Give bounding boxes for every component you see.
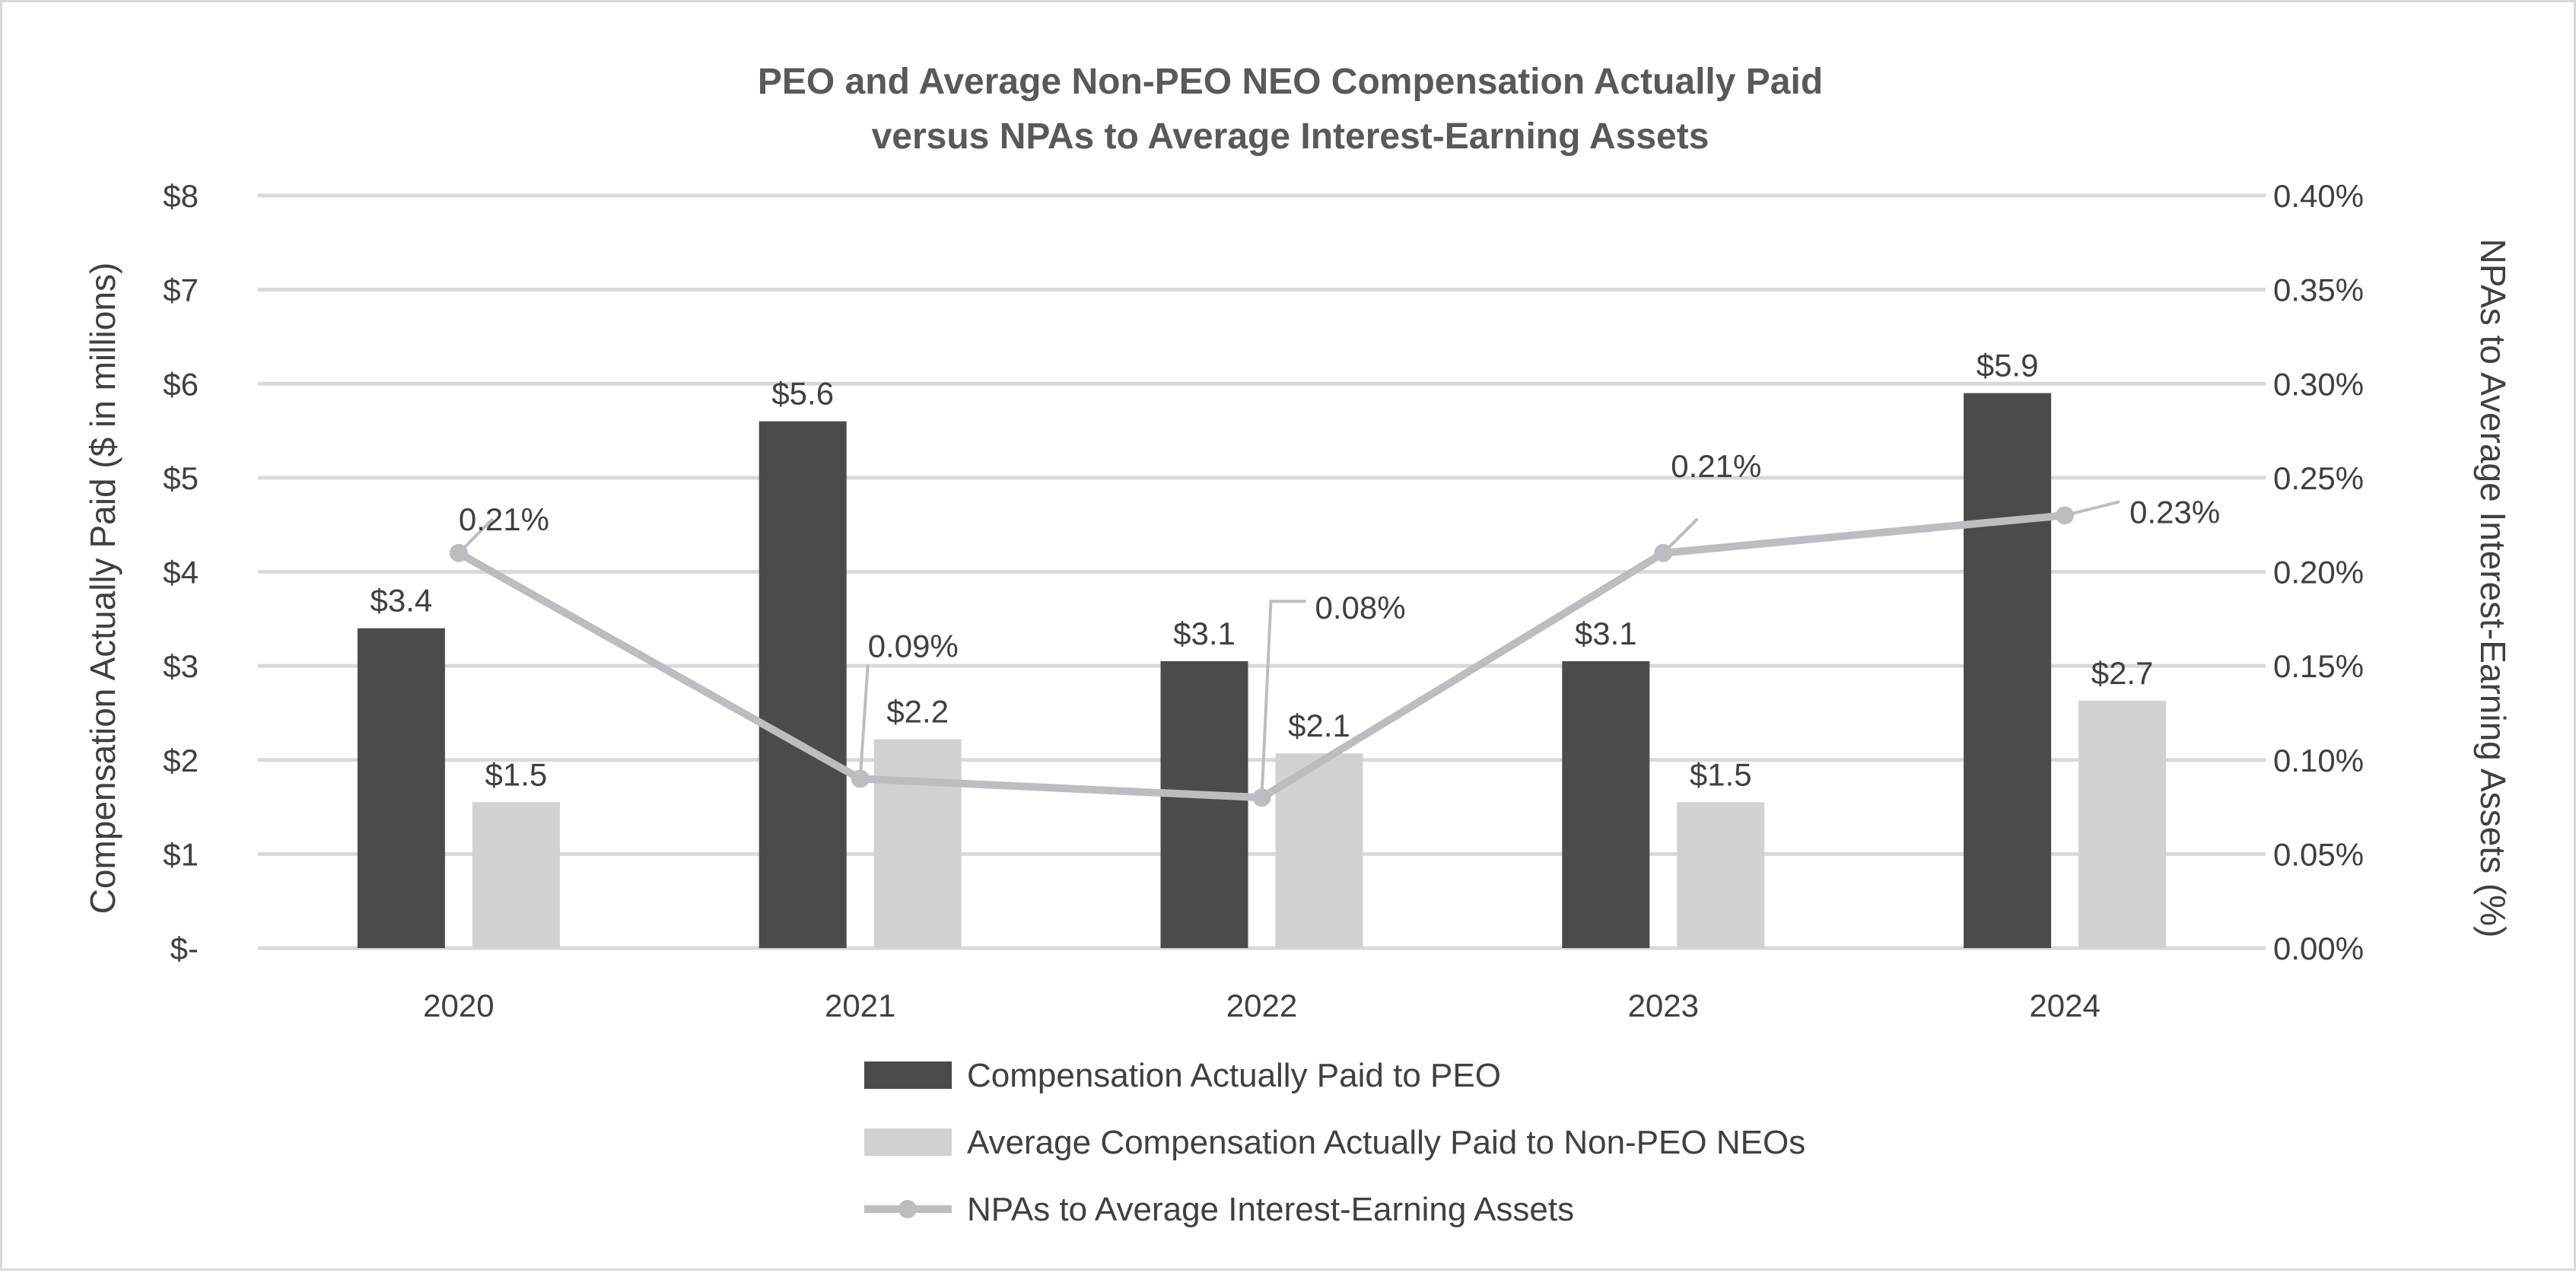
y2-axis-title: NPAs to Average Interest-Earning Assets … <box>2473 239 2513 938</box>
npa-leader-line <box>1260 600 1306 798</box>
npa-point-label: 0.21% <box>459 501 549 537</box>
y-tick-label: $5 <box>163 460 199 496</box>
legend-swatch-non-peo <box>864 1128 952 1156</box>
y-tick-label: $6 <box>163 366 199 402</box>
x-tick-label: 2022 <box>1226 988 1297 1023</box>
bar-non-peo <box>1275 753 1363 948</box>
y2-tick-label: 0.05% <box>2273 836 2364 872</box>
bar-peo <box>1562 660 1650 948</box>
y-tick-label: $4 <box>163 555 199 590</box>
bars <box>357 393 2167 948</box>
y-tick-label: $- <box>170 931 199 966</box>
bar-peo-label: $3.4 <box>370 583 433 619</box>
npa-point-label: 0.09% <box>868 628 959 664</box>
bar-peo-label: $3.1 <box>1173 616 1236 651</box>
bar-peo <box>758 421 847 948</box>
bar-peo-label: $5.6 <box>771 376 834 412</box>
y-tick-label: $1 <box>163 836 199 872</box>
npa-leader-line <box>2064 500 2120 517</box>
bar-peo <box>1160 660 1248 948</box>
y2-tick-label: 0.40% <box>2273 178 2364 214</box>
axis-ticks: $- $1 $2 $3 $4 $5 $6 $7 $8 0.00% 0.05% 0.10% 0.15% 0.… <box>163 178 2364 1023</box>
gridlines <box>258 193 2266 950</box>
bar-peo <box>1964 393 2052 948</box>
x-tick-label: 2023 <box>1628 988 1699 1023</box>
y2-tick-label: 0.25% <box>2273 460 2364 496</box>
legend-label-peo: Compensation Actually Paid to PEO <box>967 1057 1501 1094</box>
bar-non-peo <box>472 802 560 948</box>
bar-non-peo <box>2078 700 2167 948</box>
legend-swatch-npa-marker <box>898 1200 917 1218</box>
y2-tick-label: 0.15% <box>2273 648 2364 684</box>
bar-peo-label: $5.9 <box>1977 348 2039 383</box>
y2-tick-label: 0.30% <box>2273 366 2364 402</box>
y-tick-label: $8 <box>163 178 199 214</box>
legend-label-non-peo: Average Compensation Actually Paid to No… <box>967 1124 1805 1161</box>
x-tick-label: 2021 <box>825 988 895 1023</box>
npa-series-line <box>456 511 2066 802</box>
data-labels: $3.4 $1.5 $5.6 $2.2 $3.1 $2.1 $3.1 $1.5 $5.9 $2.7… <box>370 348 2221 793</box>
bar-non-peo <box>873 739 962 948</box>
legend-swatch-peo <box>864 1061 952 1089</box>
legend-label-npa: NPAs to Average Interest-Earning Assets <box>967 1191 1574 1228</box>
npa-leader-line <box>457 517 495 555</box>
npa-leader-line <box>1662 517 1699 555</box>
bar-non-peo-label: $1.5 <box>1690 756 1752 792</box>
npa-point-label: 0.08% <box>1315 590 1406 625</box>
y2-tick-label: 0.35% <box>2273 272 2364 308</box>
y-tick-label: $7 <box>163 272 199 308</box>
npa-leader-line <box>858 664 870 779</box>
y-axis-title: Compensation Actually Paid ($ in million… <box>83 263 122 915</box>
x-tick-label: 2020 <box>423 988 494 1023</box>
chart-title: PEO and Average Non-PEO NEO Compensation… <box>758 62 1823 102</box>
npa-line <box>449 500 2120 807</box>
x-tick-label: 2024 <box>2029 988 2100 1023</box>
y2-tick-label: 0.10% <box>2273 743 2364 778</box>
y2-tick-label: 0.00% <box>2273 931 2364 966</box>
bar-non-peo-label: $2.1 <box>1288 708 1350 743</box>
y-tick-label: $3 <box>163 648 199 684</box>
bar-non-peo-label: $2.7 <box>2091 655 2154 691</box>
npa-point-label: 0.23% <box>2129 494 2220 530</box>
bar-non-peo-label: $2.2 <box>886 694 949 730</box>
y-tick-label: $2 <box>163 743 199 778</box>
y2-tick-label: 0.20% <box>2273 555 2364 590</box>
bar-non-peo <box>1677 802 1765 948</box>
chart-subtitle: versus NPAs to Average Interest-Earning … <box>872 116 1709 157</box>
bar-peo-label: $3.1 <box>1575 616 1637 651</box>
legend: Compensation Actually Paid to PEO Average… <box>864 1057 1805 1228</box>
npa-point-label: 0.21% <box>1671 448 1761 484</box>
bar-non-peo-label: $1.5 <box>485 756 548 792</box>
bar-peo <box>357 628 445 948</box>
